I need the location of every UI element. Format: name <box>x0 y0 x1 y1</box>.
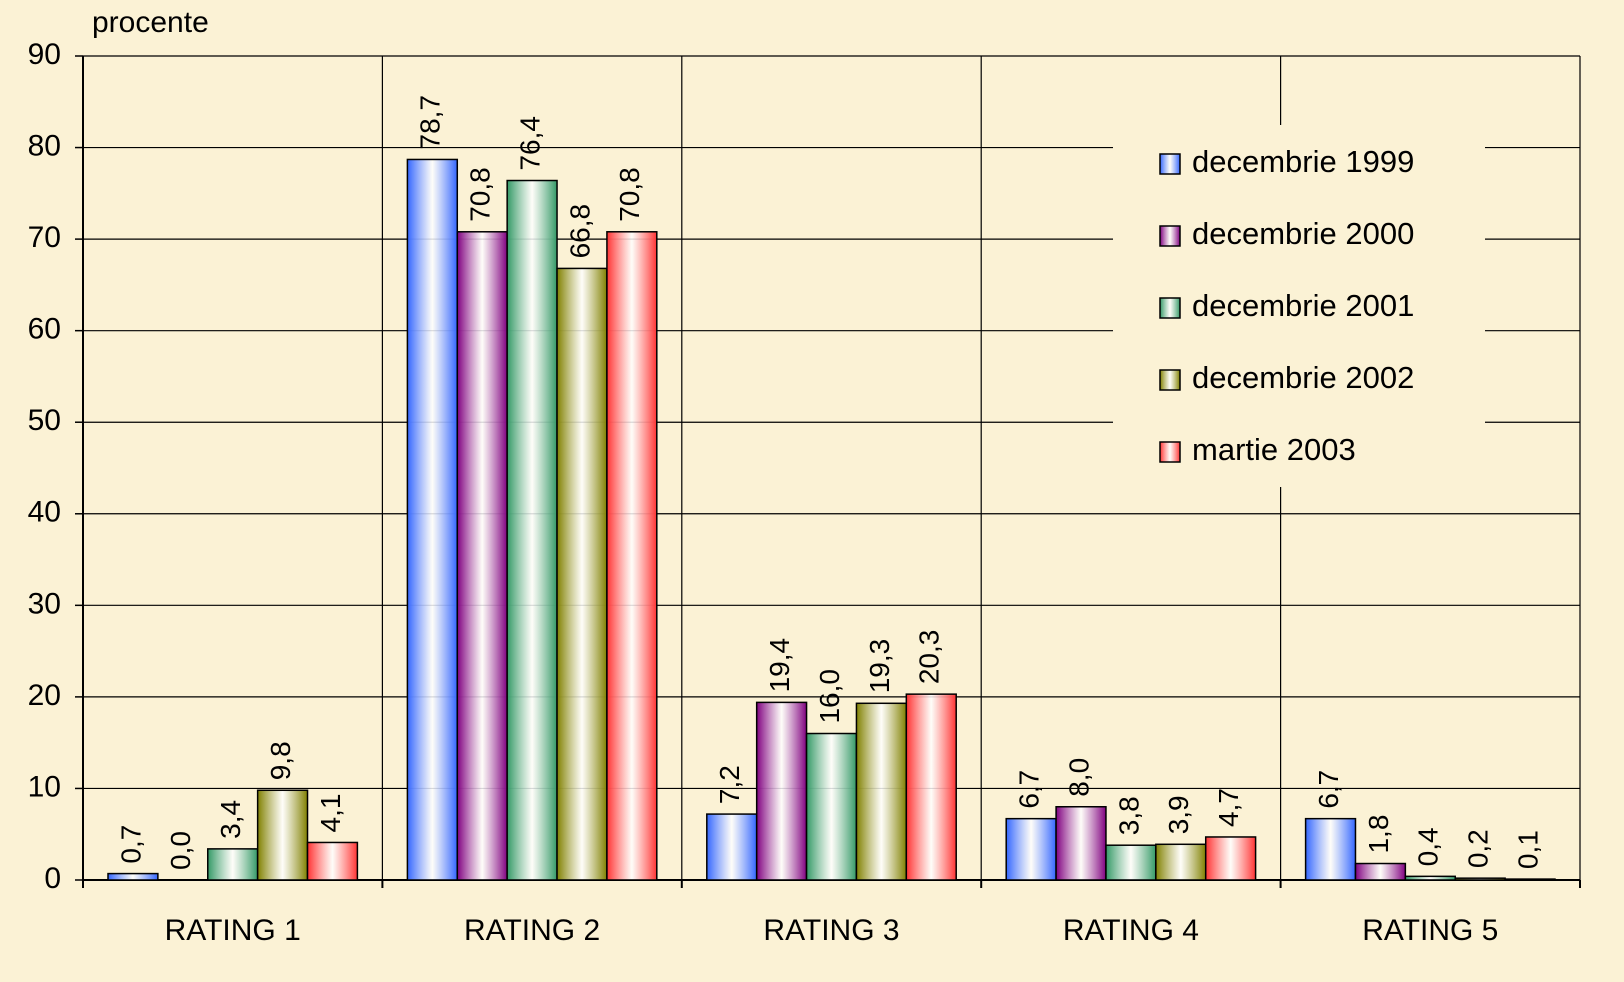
value-label: 3,8 <box>1113 796 1144 835</box>
legend-swatch <box>1159 369 1181 391</box>
value-label: 6,7 <box>1014 770 1045 809</box>
value-label: 76,4 <box>514 116 545 171</box>
value-label: 3,9 <box>1163 795 1194 834</box>
y-tick-label: 60 <box>28 313 61 346</box>
bar <box>406 158 459 881</box>
bar <box>256 789 309 881</box>
bar <box>805 732 858 881</box>
x-tick-label: RATING 5 <box>1362 914 1498 947</box>
value-label: 78,7 <box>415 95 446 150</box>
bar <box>107 872 159 881</box>
bar <box>506 179 558 881</box>
value-label: 6,7 <box>1313 770 1344 809</box>
value-label: 9,8 <box>265 741 296 780</box>
value-label: 0,2 <box>1463 829 1494 868</box>
value-label: 70,8 <box>465 167 496 221</box>
value-label: 19,4 <box>764 638 795 693</box>
y-tick-label: 90 <box>28 38 61 71</box>
y-tick-label: 10 <box>28 770 61 803</box>
value-label: 4,1 <box>315 794 346 833</box>
y-tick-label: 20 <box>28 679 61 712</box>
bar <box>855 702 908 881</box>
bar <box>1055 806 1107 881</box>
value-label: 19,3 <box>864 639 895 694</box>
bar <box>1354 862 1407 881</box>
legend-label: decembrie 2000 <box>1192 216 1414 251</box>
legend-label: decembrie 2001 <box>1192 288 1414 323</box>
y-tick-label: 50 <box>28 404 61 437</box>
bar <box>1105 844 1157 881</box>
bar <box>905 693 957 881</box>
x-tick-label: RATING 3 <box>763 914 899 947</box>
value-label: 3,4 <box>215 800 246 839</box>
x-tick-label: RATING 4 <box>1063 914 1199 947</box>
value-label: 8,0 <box>1063 758 1094 797</box>
bar <box>706 813 758 881</box>
y-axis-label: procente <box>92 6 209 39</box>
bar <box>1005 817 1057 881</box>
value-label: 0,1 <box>1512 830 1543 869</box>
bar <box>556 267 608 881</box>
bar <box>755 701 808 881</box>
bar <box>456 231 508 881</box>
bar <box>1454 877 1506 881</box>
y-tick-label: 30 <box>28 587 61 620</box>
value-label: 0,7 <box>115 825 146 864</box>
bar <box>1504 878 1556 881</box>
x-tick-label: RATING 1 <box>165 914 301 947</box>
bar <box>1204 836 1257 881</box>
y-tick-label: 70 <box>28 221 61 254</box>
legend-label: martie 2003 <box>1192 432 1356 467</box>
value-label: 7,2 <box>714 765 745 804</box>
bar <box>1155 843 1207 881</box>
y-tick-label: 40 <box>28 496 61 529</box>
bar <box>306 841 359 881</box>
value-label: 0,4 <box>1413 827 1444 866</box>
legend-swatch <box>1159 441 1181 463</box>
y-tick-label: 80 <box>28 129 61 162</box>
legend-swatch <box>1159 153 1181 175</box>
value-label: 20,3 <box>914 630 945 685</box>
value-label: 0,0 <box>165 831 196 870</box>
legend-label: decembrie 2002 <box>1192 360 1414 395</box>
legend-swatch <box>1159 297 1181 319</box>
bar <box>207 848 259 881</box>
value-label: 16,0 <box>814 669 845 724</box>
legend-label: decembrie 1999 <box>1192 144 1414 179</box>
bar <box>1404 875 1456 881</box>
y-tick-label: 0 <box>44 862 61 895</box>
value-label: 66,8 <box>564 204 595 259</box>
value-label: 1,8 <box>1363 815 1394 854</box>
bar <box>606 231 658 881</box>
value-label: 4,7 <box>1213 788 1244 827</box>
legend-swatch <box>1159 225 1181 247</box>
x-tick-label: RATING 2 <box>464 914 600 947</box>
bar <box>1304 817 1357 881</box>
value-label: 70,8 <box>614 167 645 222</box>
